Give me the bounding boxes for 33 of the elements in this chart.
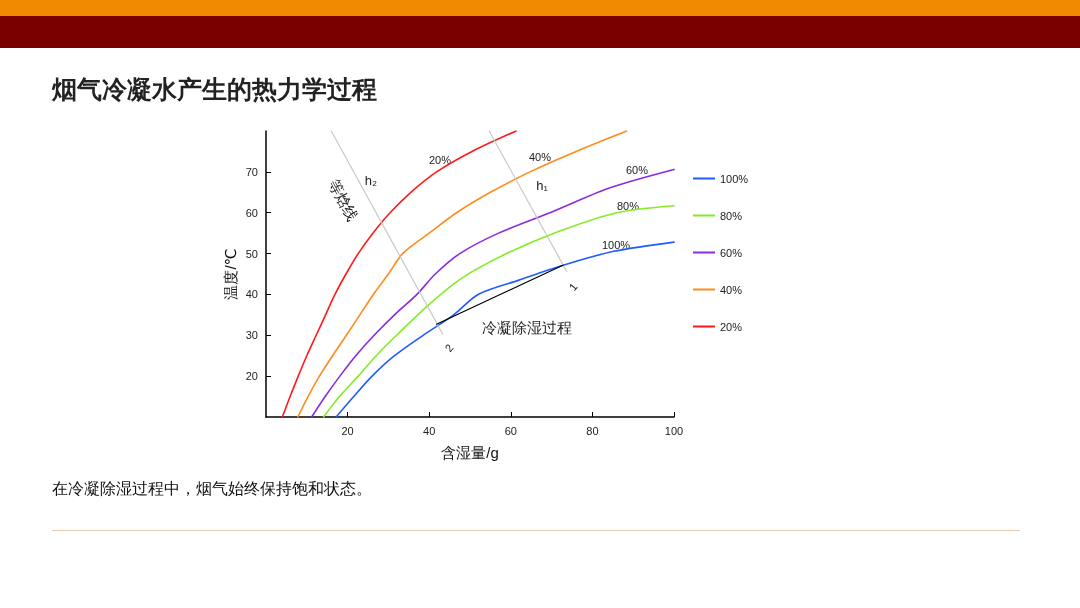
legend-label: 40% xyxy=(720,283,743,296)
legend-label: 100% xyxy=(720,172,749,185)
y-tick-label: 60 xyxy=(245,206,258,219)
x-tick-label: 20 xyxy=(341,424,354,437)
annotation: 1 xyxy=(566,280,580,294)
legend-label: 80% xyxy=(720,209,743,222)
annotation: 2 xyxy=(442,341,456,355)
annotation: 60% xyxy=(625,164,649,176)
annotation: h₁ xyxy=(536,177,549,193)
legend-label: 60% xyxy=(720,246,743,259)
annotation: 20% xyxy=(428,154,452,166)
line-series xyxy=(310,168,675,418)
y-tick-label: 30 xyxy=(245,329,258,342)
x-tick-label: 60 xyxy=(504,424,517,437)
x-tick-label: 80 xyxy=(586,424,599,437)
annotation: 等焓线 xyxy=(324,176,362,224)
y-tick-label: 50 xyxy=(245,247,258,260)
legend-label: 20% xyxy=(720,320,743,333)
annotation: h₂ xyxy=(364,172,378,188)
chart-title: 烟气冷凝水产生的热力学过程 xyxy=(51,74,377,103)
x-tick-label: 100 xyxy=(664,424,684,437)
annotation: 40% xyxy=(528,151,552,163)
text: 在冷凝除湿过程中，烟气始终保持饱和状态。 xyxy=(52,479,372,497)
annotation: 100% xyxy=(601,239,631,251)
y-tick-label: 40 xyxy=(245,288,258,301)
y-axis-title: 温度/℃ xyxy=(222,248,239,300)
y-tick-label: 20 xyxy=(245,370,258,383)
x-axis-title: 含湿量/g xyxy=(441,444,499,461)
x-tick-label: 40 xyxy=(423,424,436,437)
y-tick-label: 70 xyxy=(245,165,258,178)
annotation: 80% xyxy=(616,200,640,212)
line-series xyxy=(335,241,675,418)
annotation: 冷凝除湿过程 xyxy=(482,318,572,336)
